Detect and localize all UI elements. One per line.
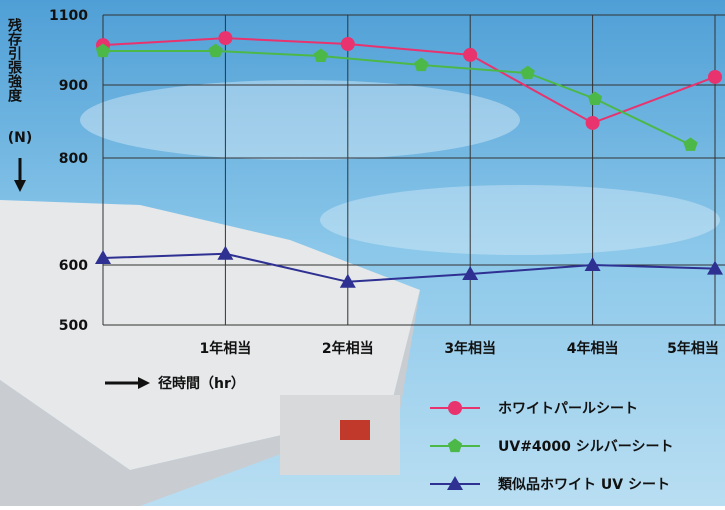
marker [584, 257, 601, 271]
marker [462, 266, 479, 280]
marker [707, 260, 723, 275]
marker [587, 91, 603, 105]
marker [313, 48, 329, 63]
marker [683, 137, 698, 151]
x-tick-label: 2年相当 [322, 340, 374, 357]
y-tick-label: 500 [59, 318, 88, 334]
marker [218, 31, 233, 46]
y-arrow-head [14, 180, 26, 192]
y-tick-label: 900 [59, 78, 88, 94]
x-tick-label: 5年相当 [667, 340, 719, 357]
x-arrow-head [138, 377, 150, 389]
marker [340, 37, 355, 52]
marker [520, 65, 535, 80]
y-tick-label: 600 [59, 258, 88, 274]
marker [95, 43, 111, 58]
marker [95, 250, 111, 265]
truck-cover-side [0, 290, 420, 506]
y-tick-label: 1100 [49, 8, 88, 24]
cloud [80, 80, 520, 160]
marker [217, 245, 234, 260]
x-tick-label: 4年相当 [567, 340, 619, 357]
legend-label: UV#4000 シルバーシート [498, 439, 674, 455]
marker [208, 43, 223, 58]
legend-marker [447, 476, 463, 490]
y-axis-unit: (N) [8, 130, 33, 146]
y-tick-label: 800 [59, 151, 88, 167]
truck-light [340, 420, 370, 440]
series-line [102, 37, 716, 125]
x-tick-label: 1年相当 [200, 340, 252, 357]
legend-marker [447, 438, 463, 453]
x-axis-label: 径時間（hr） [158, 375, 245, 392]
marker [414, 57, 429, 72]
x-tick-label: 3年相当 [444, 340, 496, 357]
legend-marker [448, 401, 462, 415]
plot: 500 600 800 900 1100 1年相当 2年相当 3年相当 4年相当 5年相当 [49, 8, 725, 357]
cloud [320, 185, 720, 255]
series-line [102, 252, 716, 283]
legend-label: 類似品ホワイト UV シート [497, 477, 670, 493]
y-axis-label: 残存引張強度 [6, 17, 22, 103]
marker [463, 47, 478, 62]
marker [339, 273, 356, 288]
marker [708, 69, 722, 84]
legend-label: ホワイトパールシート [498, 401, 638, 417]
marker [585, 115, 600, 130]
